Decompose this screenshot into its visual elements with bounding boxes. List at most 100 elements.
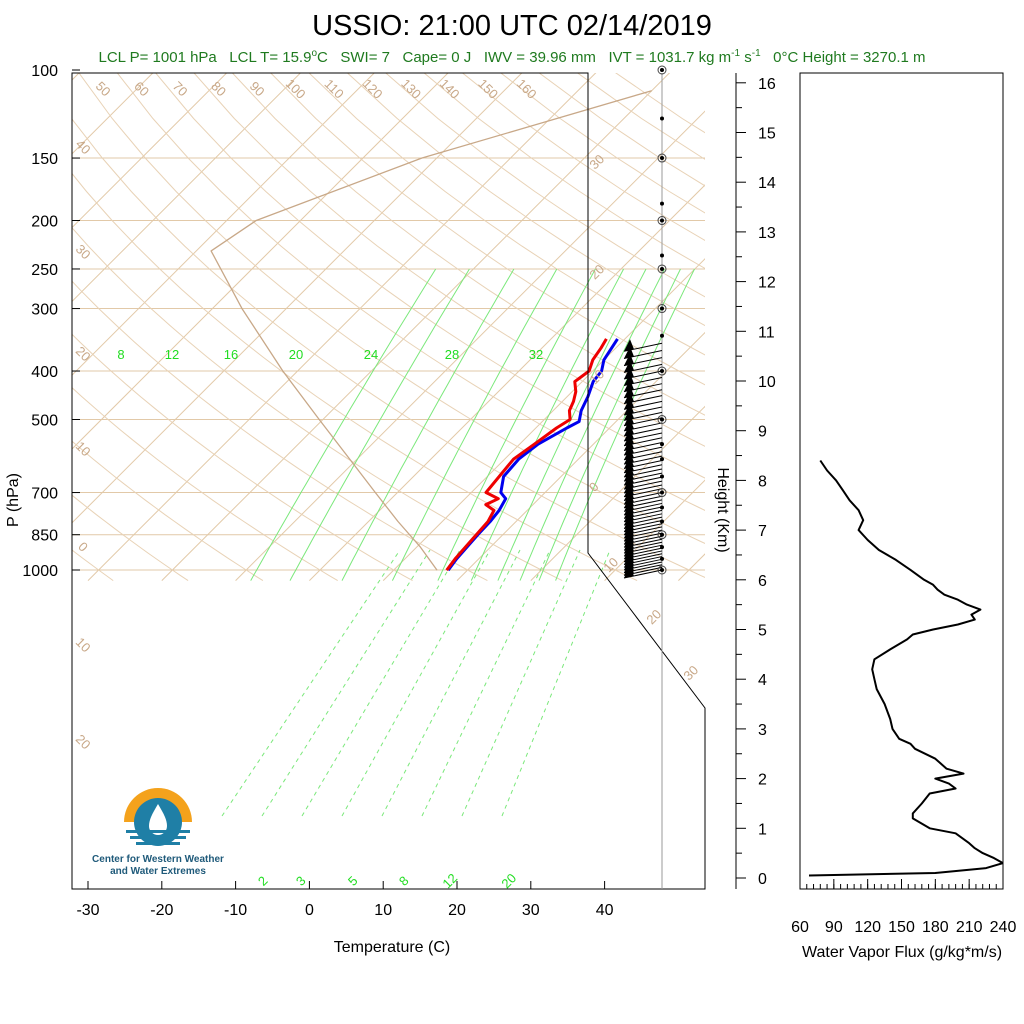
dry-adiabat-line [116,73,705,511]
wind-barb [623,346,663,360]
level-dot [660,457,664,462]
cape-value: Cape= 0 J [402,49,472,66]
y-tick-label: 200 [31,214,58,231]
level-circle [657,216,667,226]
wind-barb [623,367,663,380]
wind-barb-flag [624,385,634,398]
mixing-ratio-line [470,268,625,581]
height-tick-label: 9 [758,424,767,441]
level-dot [660,417,664,422]
flux-x-tick-label: 60 [791,919,809,936]
dry-adiabat-line [72,280,488,582]
cw3e-logo-icon [124,788,192,846]
level-dot [660,474,664,479]
level-circle [657,565,667,575]
wind-barb-flag [624,379,634,392]
level-dot [660,505,664,510]
skewt-frame [71,69,706,890]
height-tick-label: 0 [758,871,767,888]
wind-barb-flag [624,353,634,366]
level-dot [660,490,664,495]
lcl-temperature-unit: C [317,49,328,66]
level-dot [660,568,664,572]
dry-adiabat-label: 60 [131,78,152,99]
height-tick-label: 6 [758,573,767,590]
dry-adiabat-label: 160 [514,76,540,102]
wind-barb [623,373,663,386]
cw3e-logo: Center for Western Weather and Water Ext… [78,782,238,878]
level-dot [660,333,664,338]
moist-adiabat-line [261,549,431,817]
mixing-ratio-label-top: 28 [445,347,459,362]
parcel-path [210,90,652,571]
dry-adiabat-label: 80 [208,78,229,99]
wind-barb-flag [624,339,634,352]
flux-x-tick-label: 90 [825,919,843,936]
height-axis-label: Height (Km) [714,467,731,552]
wind-barb-flag [624,367,634,380]
level-circle [657,264,667,274]
mixing-ratio-line [497,268,647,581]
y-tick-label: 300 [31,302,58,319]
level-dot [660,266,664,271]
dry-adiabat-line [193,73,705,447]
height-tick-label: 11 [758,324,775,341]
dry-adiabat-line [72,118,705,579]
isotherm-label-left: 10 [73,634,94,655]
wind-barb-flag [624,346,634,359]
level-dot [660,116,664,121]
height-tick-label: 4 [758,672,767,689]
skewt-background-lines [72,73,705,817]
dry-adiabat-line [270,73,705,386]
mixing-ratio-label-top: 32 [529,347,543,362]
x-tick-label: 40 [596,902,614,919]
wind-barb [623,353,663,367]
dry-adiabat-line [72,386,338,582]
swi-value: SWI= 7 [340,49,390,66]
dry-adiabat-line [72,333,413,582]
level-dot [660,306,664,311]
height-tick-label: 8 [758,473,767,490]
y-tick-label: 400 [31,364,58,381]
isotherm-label-left: 0 [75,539,91,555]
wind-barb [623,385,663,399]
y-tick-label: 700 [31,486,58,503]
wind-barb-flag [624,360,634,373]
x-tick-label: 0 [305,902,314,919]
dry-adiabat-label: 90 [247,78,268,99]
dry-adiabat-line [385,73,705,298]
level-dot [660,442,664,447]
level-dot [660,369,664,374]
isotherm-line [530,405,705,581]
flux-x-tick-label: 180 [922,919,949,936]
height-tick-label: 10 [758,374,776,391]
wind-barb [623,402,663,416]
isotherm-label-right: 30 [586,151,607,172]
chart-title: USSIO: 21:00 UTC 02/14/2019 [312,10,712,42]
y-tick-label: 500 [31,412,58,429]
level-dot [660,253,664,258]
lcl-pressure: LCL P= 1001 hPa [98,49,217,66]
dewpoint-profile [445,338,608,572]
isotherm-label-right: 20 [643,606,664,627]
mixing-ratio-line [519,268,666,581]
level-circle [657,366,667,376]
wind-barb [623,339,663,352]
iwv-value: IWV = 39.96 mm [483,49,596,66]
wind-barb-flag [624,402,634,415]
dry-adiabat-line [615,73,705,134]
isotherm-label-left: 40 [73,136,94,157]
x-tick-label: 10 [374,902,392,919]
mixing-ratio-label-top: 16 [224,347,238,362]
isotherm-line [456,331,705,581]
flux-plot-area [808,459,1003,877]
lcl-temperature: LCL T= 15.9 [229,49,312,66]
mixing-ratio-line [289,268,470,581]
wind-barb-flag [624,391,634,404]
ivt-value: IVT = 1031.7 kg m [608,49,732,66]
mixing-ratio-label-bottom: 8 [396,873,412,889]
mixing-ratio-label-top: 20 [289,347,303,362]
isotherm-label-left: 10 [73,438,94,459]
mixing-ratio-label-top: 24 [364,347,378,362]
